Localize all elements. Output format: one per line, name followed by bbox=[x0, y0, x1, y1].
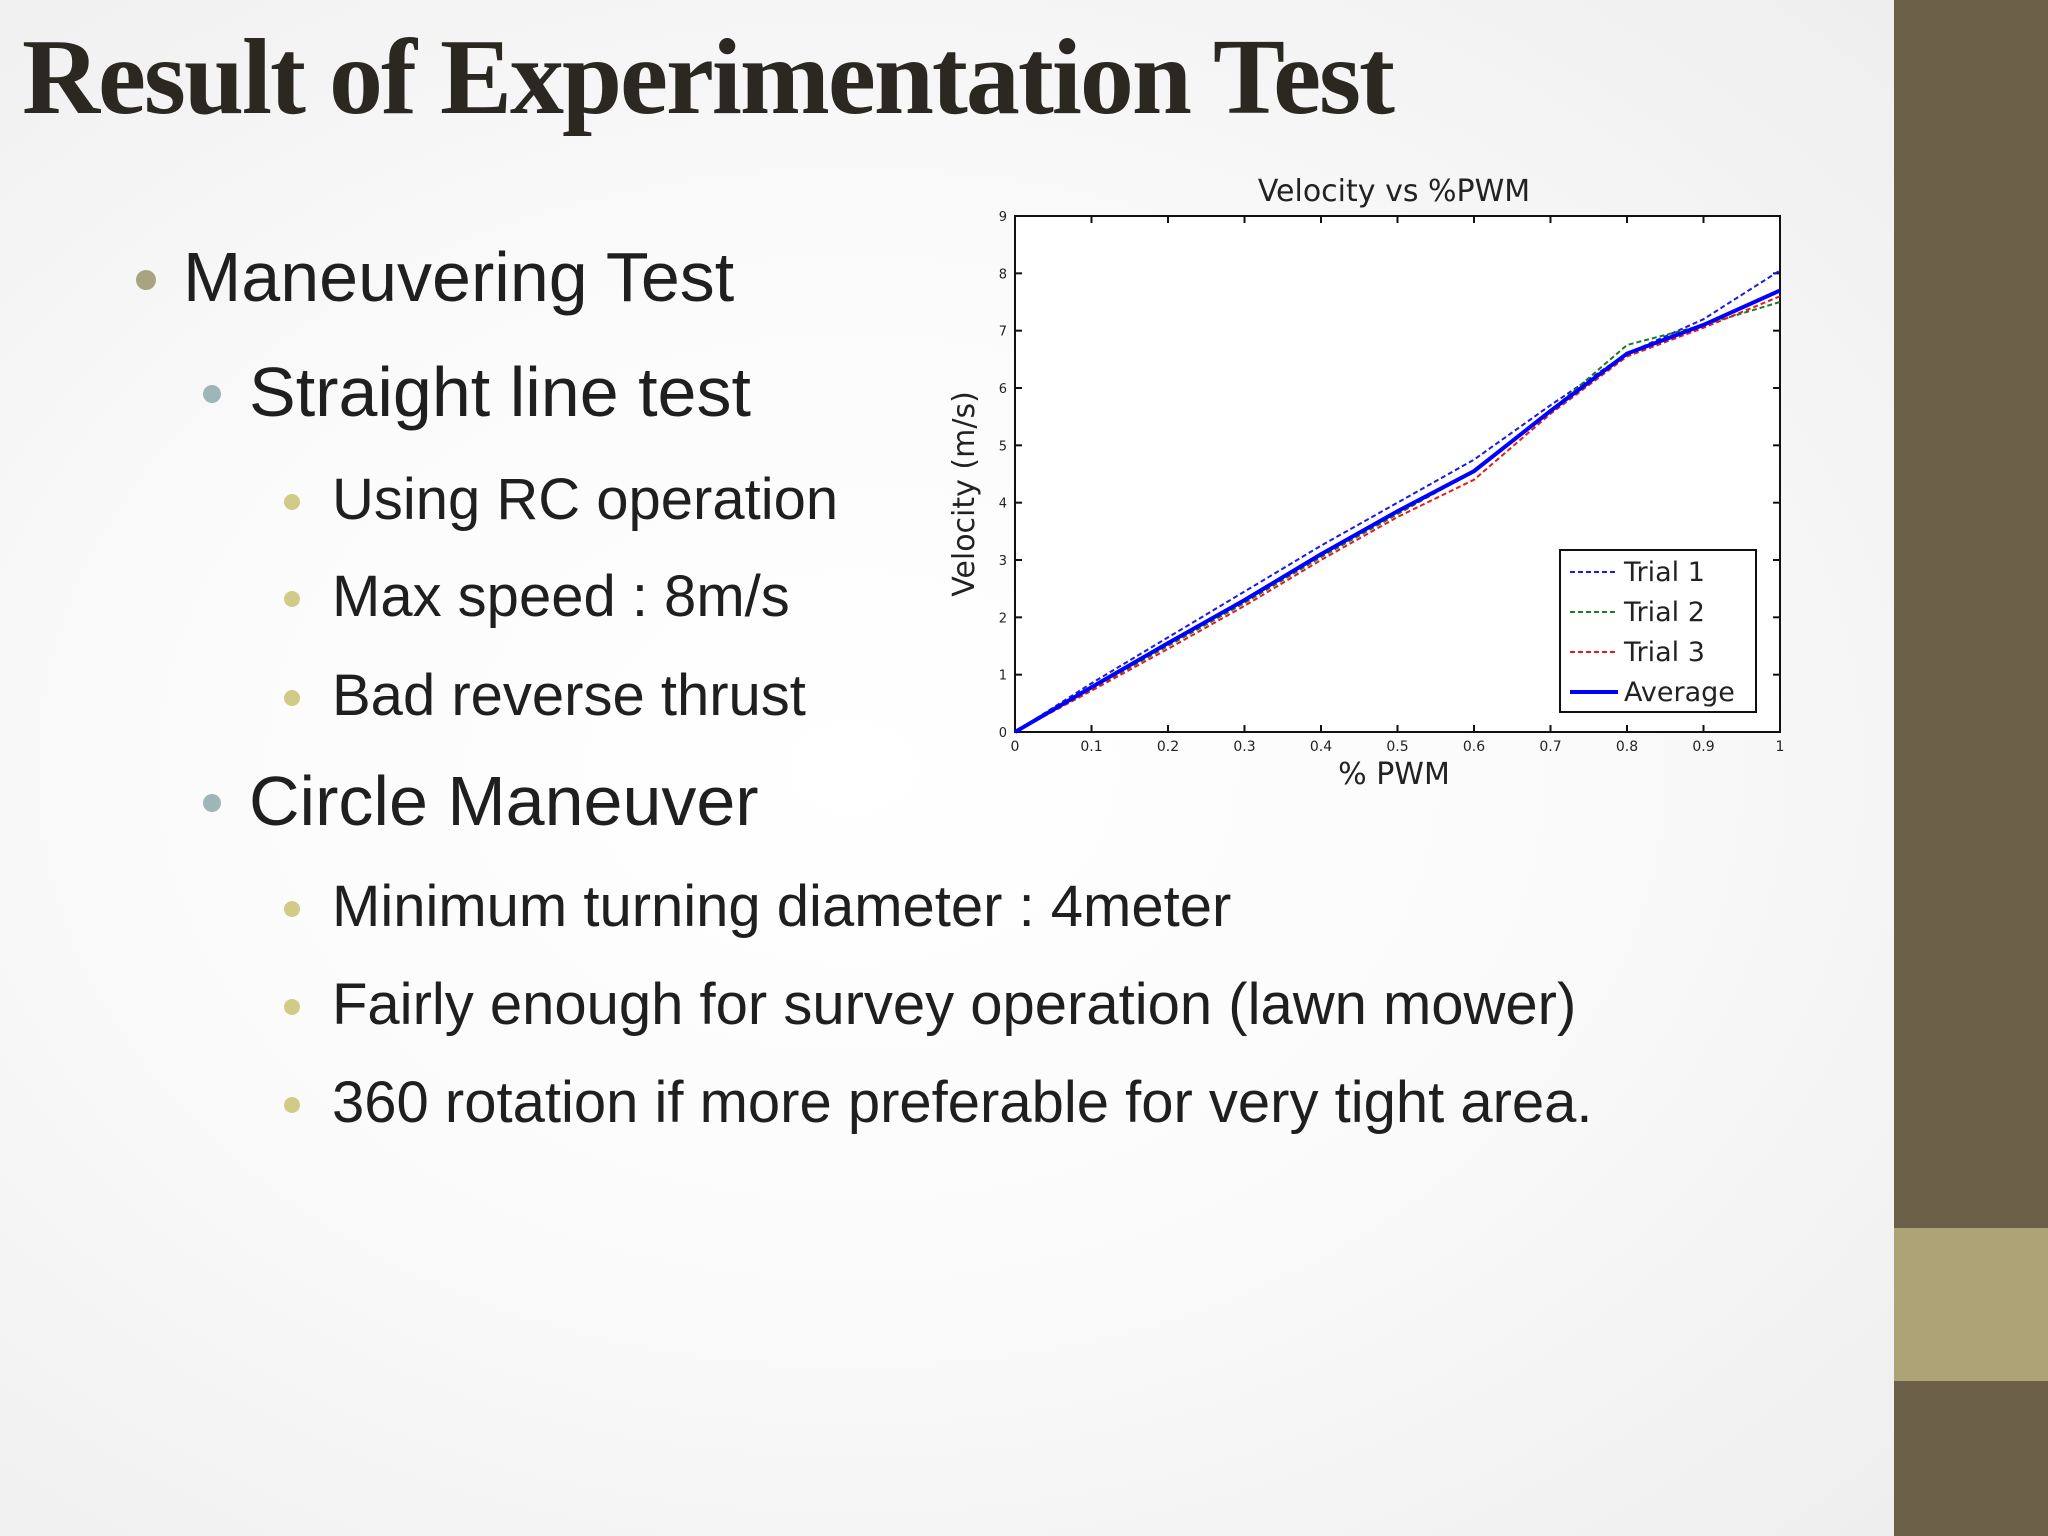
bullet-dot bbox=[136, 270, 156, 290]
x-tick-label: 1 bbox=[1776, 739, 1785, 755]
y-tick-label: 7 bbox=[999, 325, 1007, 340]
bullet-dot bbox=[284, 690, 300, 706]
x-tick-label: 0.1 bbox=[1080, 739, 1102, 755]
slide: Result of Experimentation Test Maneuveri… bbox=[0, 0, 1894, 1536]
bullet-dot bbox=[284, 999, 300, 1015]
chart-title: Velocity vs %PWM bbox=[1258, 174, 1530, 209]
x-tick-label: 0.4 bbox=[1310, 739, 1332, 755]
y-tick-label: 5 bbox=[999, 439, 1007, 454]
x-tick-label: 0.3 bbox=[1233, 739, 1255, 755]
bullet-item: Straight line test bbox=[249, 353, 751, 431]
legend-box bbox=[1559, 549, 1757, 713]
series-line-2 bbox=[1014, 295, 1781, 733]
bullet-item: Fairly enough for survey operation (lawn… bbox=[332, 972, 1577, 1037]
legend-label: Trial 3 bbox=[1623, 637, 1705, 668]
bullet-dot bbox=[284, 591, 300, 607]
bullet-item: Bad reverse thrust bbox=[332, 663, 806, 728]
plot-area: 0 0.1 0.2 0.3 0.4 0.5 0.6 0.7 0.8 0.9 1 0 1 2 3 4 5 6 7 8 9 T… bbox=[999, 210, 1785, 755]
y-axis-label: Velocity (m/s) bbox=[947, 391, 982, 597]
y-tick-label: 1 bbox=[999, 669, 1007, 684]
y-tick-label: 6 bbox=[999, 382, 1007, 397]
legend-label: Trial 2 bbox=[1623, 597, 1705, 628]
legend-label: Trial 1 bbox=[1623, 557, 1705, 588]
x-tick-label: 0 bbox=[1011, 739, 1020, 755]
y-tick-label: 2 bbox=[999, 611, 1007, 626]
bullet-dot bbox=[203, 385, 221, 403]
bullet-list: Maneuvering Test Straight line test Usin… bbox=[136, 238, 1593, 1135]
bullet-dot bbox=[284, 901, 300, 917]
legend-label: Average bbox=[1624, 677, 1735, 708]
bullet-item: Circle Maneuver bbox=[249, 762, 759, 840]
x-tick-label: 0.5 bbox=[1386, 739, 1408, 755]
y-tick-label: 8 bbox=[999, 267, 1007, 282]
x-tick-label: 0.2 bbox=[1157, 739, 1179, 755]
bullet-item: 360 rotation if more preferable for very… bbox=[332, 1070, 1593, 1135]
y-tick-label: 3 bbox=[999, 554, 1007, 569]
slide-title: Result of Experimentation Test bbox=[22, 18, 1395, 137]
bullet-item: Maneuvering Test bbox=[183, 238, 735, 316]
x-tick-label: 0.9 bbox=[1692, 739, 1714, 755]
y-tick-label: 0 bbox=[999, 726, 1007, 741]
sidebar-accent-band bbox=[1894, 1228, 2048, 1381]
bullet-dot bbox=[284, 494, 300, 510]
bullet-item: Using RC operation bbox=[332, 467, 839, 532]
y-tick-label: 9 bbox=[999, 210, 1007, 225]
bullet-item: Max speed : 8m/s bbox=[332, 564, 790, 629]
x-axis-label: % PWM bbox=[1338, 757, 1450, 792]
bullet-item: Minimum turning diameter : 4meter bbox=[332, 874, 1232, 939]
bullet-dot bbox=[203, 794, 221, 812]
bullet-dot bbox=[284, 1097, 300, 1113]
x-tick-label: 0.6 bbox=[1463, 739, 1485, 755]
y-tick-label: 4 bbox=[999, 497, 1007, 512]
x-tick-label: 0.8 bbox=[1616, 739, 1638, 755]
decorative-sidebar bbox=[1894, 0, 2048, 1536]
x-tick-label: 0.7 bbox=[1539, 739, 1561, 755]
